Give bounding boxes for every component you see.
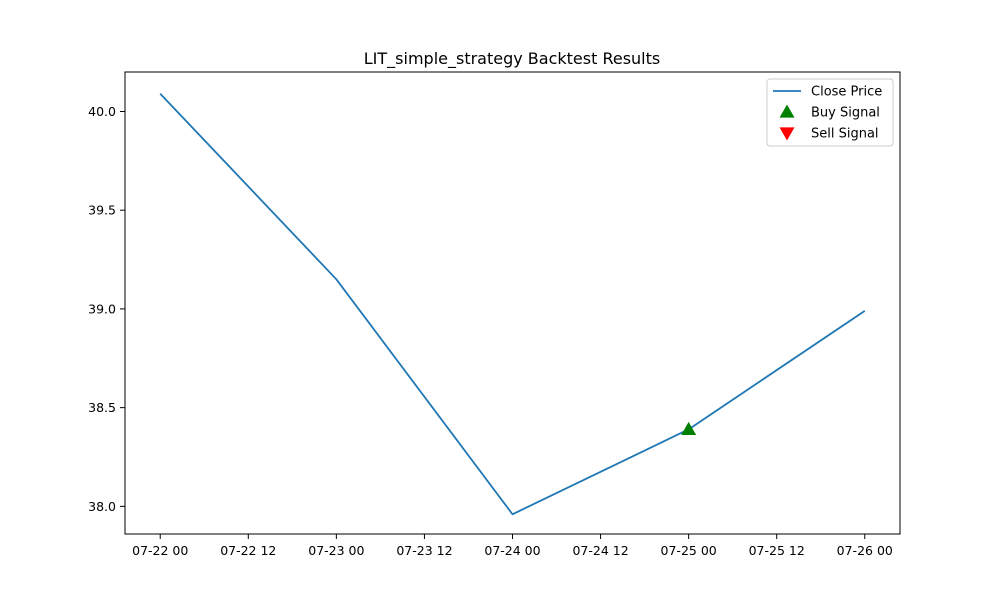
x-tick-label: 07-25 00 <box>661 543 717 558</box>
y-axis: 38.0 38.5 39.0 39.5 40.0 <box>88 104 125 514</box>
legend-label: Buy Signal <box>811 106 880 121</box>
x-tick-label: 07-24 00 <box>484 543 540 558</box>
legend: Close Price Buy Signal Sell Signal <box>766 78 894 147</box>
buy-signal-marker <box>681 421 697 435</box>
x-tick-label: 07-25 12 <box>749 543 805 558</box>
y-tick-label: 39.5 <box>88 203 116 218</box>
close-price-line <box>159 93 866 516</box>
series-layer <box>159 93 866 516</box>
x-tick-label: 07-26 00 <box>837 543 893 558</box>
x-tick-label: 07-24 12 <box>572 543 628 558</box>
y-tick-label: 39.0 <box>88 301 116 316</box>
x-tick-label: 07-22 12 <box>220 543 276 558</box>
x-tick-label: 07-23 00 <box>308 543 364 558</box>
y-tick-label: 38.5 <box>88 400 116 415</box>
chart-title: LIT_simple_strategy Backtest Results <box>364 49 660 69</box>
y-tick-label: 38.0 <box>88 499 116 514</box>
y-tick-label: 40.0 <box>88 104 116 119</box>
legend-label: Close Price <box>811 85 882 100</box>
legend-swatch-sell-signal <box>779 127 795 141</box>
legend-swatch-buy-signal <box>779 104 795 118</box>
legend-box <box>766 78 894 147</box>
x-tick-label: 07-22 00 <box>132 543 188 558</box>
legend-label: Sell Signal <box>811 127 879 142</box>
x-axis: 07-22 00 07-22 12 07-23 00 07-23 12 07-24 00… <box>132 534 893 558</box>
x-tick-label: 07-23 12 <box>396 543 452 558</box>
